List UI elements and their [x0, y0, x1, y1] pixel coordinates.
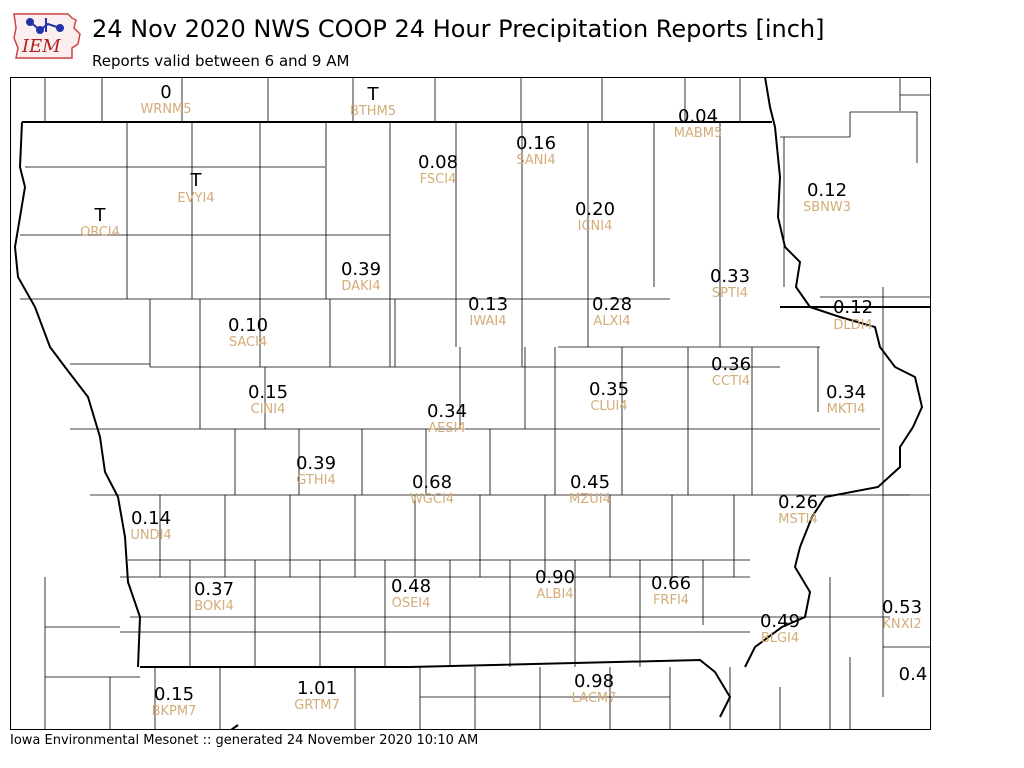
station-id: FSCI4 — [420, 172, 457, 187]
station-id: BLGI4 — [761, 631, 799, 646]
station-id: BOKI4 — [194, 599, 234, 614]
station-id: FRFI4 — [653, 593, 689, 608]
station-value: 0.14 — [131, 508, 171, 529]
station-id: CCTI4 — [712, 374, 750, 389]
station-id: CLUI4 — [590, 399, 627, 414]
missouri-river — [13, 121, 142, 668]
station-value: T — [94, 205, 107, 226]
station-id: OSEI4 — [392, 596, 431, 611]
station-id: BKPM7 — [152, 704, 197, 719]
station-id: KNXI2 — [882, 617, 921, 632]
station-value: 0.68 — [412, 472, 452, 493]
station-value: 0.39 — [341, 259, 381, 280]
station-value: 0.4 — [899, 664, 928, 685]
county-lines-south — [44, 577, 851, 730]
station-value: 0.16 — [516, 133, 556, 154]
station-value: T — [367, 84, 380, 105]
station-labels: 0 WRNM5 T BTHM5 0.04 MABM5 0.16 SANI4 0.… — [80, 82, 927, 719]
station-id: MZUI4 — [569, 492, 611, 507]
station-value: 0.49 — [760, 611, 800, 632]
station-value: 0.10 — [228, 315, 268, 336]
station-value: 0.98 — [574, 671, 614, 692]
station-value: 0.45 — [570, 472, 610, 493]
station-id: GTHI4 — [296, 473, 335, 488]
station-value: 0.33 — [710, 266, 750, 287]
iowa-south-border — [140, 658, 732, 718]
station-value: 0.12 — [833, 297, 873, 318]
station-value: 0.04 — [678, 106, 718, 127]
station-id: UNDI4 — [130, 528, 171, 543]
map-frame — [10, 77, 931, 730]
station-value: 0.35 — [589, 379, 629, 400]
station-value: 0.90 — [535, 567, 575, 588]
station-value: 0.66 — [651, 573, 691, 594]
station-id: CINI4 — [251, 402, 286, 417]
station-id: SANI4 — [516, 153, 555, 168]
station-value: 1.01 — [297, 678, 337, 699]
station-value: 0.37 — [194, 579, 234, 600]
station-id: LACM7 — [572, 691, 617, 706]
station-id: EVYI4 — [177, 191, 214, 206]
footer-credit: Iowa Environmental Mesonet :: generated … — [10, 733, 479, 748]
station-id: SBNW3 — [803, 200, 851, 215]
station-value: 0.15 — [154, 684, 194, 705]
station-id: SPTI4 — [712, 286, 748, 301]
county-lines-iowa — [20, 122, 931, 730]
station-value: 0.53 — [882, 597, 922, 618]
mississippi-river — [744, 77, 924, 668]
station-id: MSTI4 — [778, 512, 818, 527]
station-value: 0.28 — [592, 294, 632, 315]
station-value: 0.36 — [711, 354, 751, 375]
station-value: 0.34 — [427, 401, 467, 422]
station-value: 0 — [160, 82, 171, 103]
station-value: 0.48 — [391, 576, 431, 597]
station-value: 0.34 — [826, 382, 866, 403]
station-value: 0.08 — [418, 152, 458, 173]
station-id: ALBI4 — [536, 587, 573, 602]
station-id: MKTI4 — [827, 402, 866, 417]
county-lines-north — [44, 77, 931, 163]
station-id: WRNM5 — [140, 102, 191, 117]
map-title: 24 Nov 2020 NWS COOP 24 Hour Precipitati… — [92, 15, 825, 43]
station-id: WGCI4 — [410, 492, 454, 507]
station-id: SACI4 — [229, 335, 267, 350]
station-value: T — [190, 170, 203, 191]
station-value: 0.39 — [296, 453, 336, 474]
station-value: 0.20 — [575, 199, 615, 220]
station-id: IWAI4 — [470, 314, 507, 329]
map-subtitle: Reports valid between 6 and 9 AM — [92, 52, 350, 70]
station-value: 0.12 — [807, 180, 847, 201]
logo-text: IEM — [21, 36, 61, 57]
station-id: ORCI4 — [80, 225, 120, 240]
station-value: 0.15 — [248, 382, 288, 403]
station-id: DLDI4 — [833, 318, 872, 333]
station-id: ICNI4 — [578, 219, 613, 234]
station-id: GRTM7 — [294, 698, 340, 713]
station-id: ALXI4 — [593, 314, 630, 329]
precip-map: 0 WRNM5 T BTHM5 0.04 MABM5 0.16 SANI4 0.… — [10, 77, 931, 730]
station-value: 0.26 — [778, 492, 818, 513]
station-id: DAKI4 — [341, 279, 380, 294]
station-id: BTHM5 — [350, 104, 396, 119]
station-id: MABM5 — [674, 126, 723, 141]
station-id: AESI4 — [428, 421, 465, 436]
state-borders — [13, 77, 924, 730]
iem-logo: IEM — [13, 13, 81, 59]
station-value: 0.13 — [468, 294, 508, 315]
